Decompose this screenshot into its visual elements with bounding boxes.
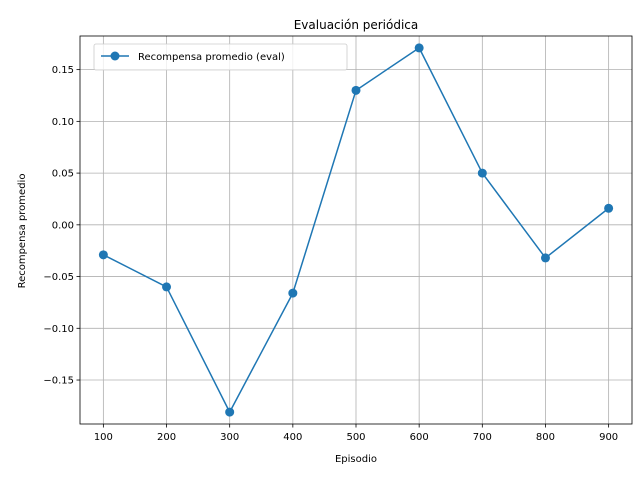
x-axis-label: Episodio xyxy=(335,454,377,465)
y-tick-label: −0.15 xyxy=(43,376,74,387)
x-tick-label: 900 xyxy=(599,432,618,443)
x-tick-label: 400 xyxy=(283,432,302,443)
data-point xyxy=(288,288,298,298)
x-tick-label: 200 xyxy=(157,432,176,443)
y-axis: −0.15 −0.10 −0.05 0.00 0.05 0.10 0.15 xyxy=(43,65,80,387)
y-tick-label: 0.05 xyxy=(52,169,74,180)
data-point xyxy=(604,203,614,213)
data-point xyxy=(225,407,235,417)
legend-box xyxy=(93,43,348,71)
y-axis-label: Recompensa promedio xyxy=(17,174,28,289)
x-tick-label: 800 xyxy=(536,432,555,443)
grid xyxy=(80,36,632,424)
y-tick-label: −0.10 xyxy=(43,324,74,335)
legend-label: Recompensa promedio (eval) xyxy=(138,52,285,63)
x-axis: 100 200 300 400 500 600 700 800 900 xyxy=(94,424,618,443)
y-tick-label: 0.15 xyxy=(52,65,74,76)
x-tick-label: 500 xyxy=(346,432,365,443)
series-layer xyxy=(98,43,614,417)
x-tick-label: 700 xyxy=(473,432,492,443)
data-point xyxy=(162,282,172,292)
x-tick-label: 300 xyxy=(220,432,239,443)
x-tick-label: 600 xyxy=(410,432,429,443)
y-tick-label: −0.05 xyxy=(43,272,74,283)
chart-title: Evaluación periódica xyxy=(294,18,419,32)
data-point xyxy=(414,43,424,53)
legend-marker-swatch xyxy=(110,51,120,61)
y-tick-label: 0.10 xyxy=(52,117,74,128)
data-point xyxy=(351,85,361,95)
data-point xyxy=(98,250,108,260)
x-tick-label: 100 xyxy=(94,432,113,443)
legend: Recompensa promedio (eval) xyxy=(93,43,348,71)
data-point xyxy=(477,168,487,178)
y-tick-label: 0.00 xyxy=(52,220,74,231)
data-point xyxy=(540,253,550,263)
